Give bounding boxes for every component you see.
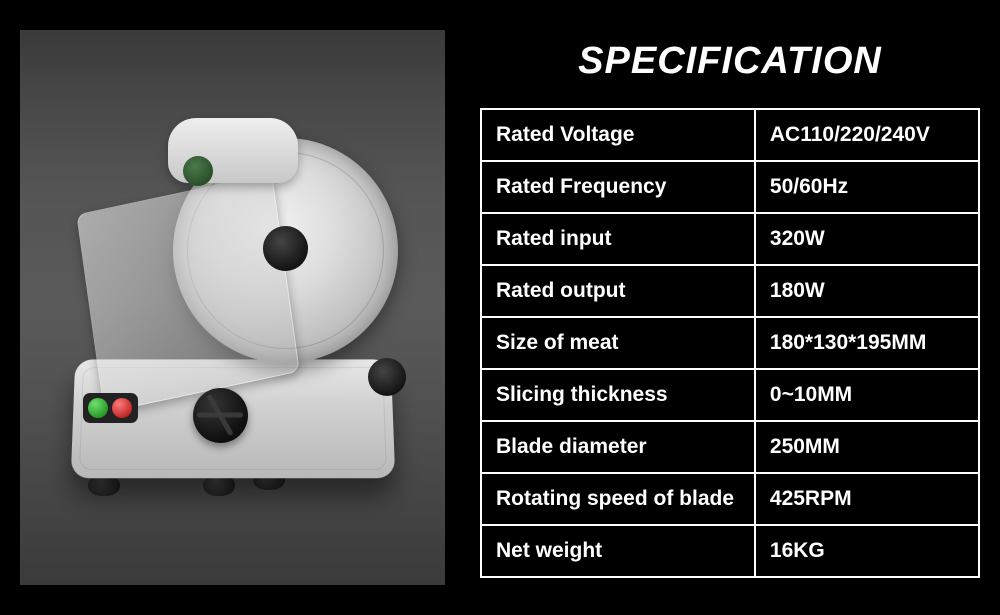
spec-label: Slicing thickness	[481, 369, 755, 421]
spec-value: 425RPM	[755, 473, 979, 525]
spec-label: Rated output	[481, 265, 755, 317]
spec-value: 16KG	[755, 525, 979, 577]
table-row: Rated input 320W	[481, 213, 979, 265]
blade-hub-icon	[263, 226, 308, 271]
table-row: Rotating speed of blade 425RPM	[481, 473, 979, 525]
spec-label: Rated Voltage	[481, 109, 755, 161]
table-row: Net weight 16KG	[481, 525, 979, 577]
table-row: Rated Voltage AC110/220/240V	[481, 109, 979, 161]
spec-value: 320W	[755, 213, 979, 265]
spec-value: AC110/220/240V	[755, 109, 979, 161]
table-row: Slicing thickness 0~10MM	[481, 369, 979, 421]
table-row: Blade diameter 250MM	[481, 421, 979, 473]
spec-label: Net weight	[481, 525, 755, 577]
meat-slicer-illustration	[53, 98, 413, 518]
specification-title: SPECIFICATION	[480, 40, 980, 83]
spec-value: 250MM	[755, 421, 979, 473]
product-image-panel	[20, 30, 445, 585]
spec-value: 180*130*195MM	[755, 317, 979, 369]
spec-label: Size of meat	[481, 317, 755, 369]
specification-panel: SPECIFICATION Rated Voltage AC110/220/24…	[445, 30, 980, 585]
spec-label: Rated Frequency	[481, 161, 755, 213]
slicer-carriage-guard	[76, 172, 300, 412]
power-on-button-icon	[88, 398, 108, 418]
spec-value: 0~10MM	[755, 369, 979, 421]
spec-value: 50/60Hz	[755, 161, 979, 213]
spec-label: Blade diameter	[481, 421, 755, 473]
spec-label: Rated input	[481, 213, 755, 265]
specification-table: Rated Voltage AC110/220/240V Rated Frequ…	[480, 108, 980, 578]
power-off-button-icon	[112, 398, 132, 418]
sharpener-knob	[183, 156, 213, 186]
table-row: Rated Frequency 50/60Hz	[481, 161, 979, 213]
spec-value: 180W	[755, 265, 979, 317]
thickness-knob	[193, 388, 248, 443]
side-adjust-knob	[368, 358, 406, 396]
layout-container: SPECIFICATION Rated Voltage AC110/220/24…	[0, 0, 1000, 615]
table-row: Size of meat 180*130*195MM	[481, 317, 979, 369]
table-row: Rated output 180W	[481, 265, 979, 317]
spec-label: Rotating speed of blade	[481, 473, 755, 525]
power-switch-panel	[83, 393, 138, 423]
